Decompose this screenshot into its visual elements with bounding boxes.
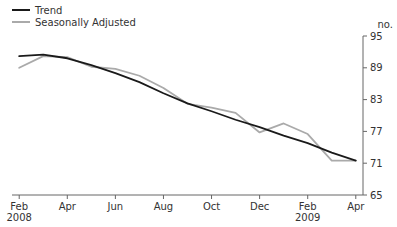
x-tick-label: Apr	[347, 201, 365, 212]
chart: 657177838995no.Feb2008AprJunAugOctDecFeb…	[0, 0, 397, 227]
y-tick-label: 83	[370, 94, 383, 105]
y-tick-label: 95	[370, 31, 383, 42]
x-tick-label-line: Apr	[347, 201, 365, 212]
x-axis-line	[12, 195, 363, 196]
x-tick	[163, 195, 164, 199]
x-tick-label: Feb2009	[295, 201, 320, 223]
x-tick	[259, 195, 260, 199]
y-tick-label: 71	[370, 158, 383, 169]
legend-swatch	[12, 9, 30, 11]
x-tick	[115, 195, 116, 199]
x-tick-label-line: Aug	[154, 201, 174, 212]
y-tick	[363, 99, 367, 100]
y-tick	[363, 131, 367, 132]
x-tick-label: Oct	[203, 201, 220, 212]
x-tick	[211, 195, 212, 199]
legend-label: Seasonally Adjusted	[35, 17, 136, 28]
y-tick	[363, 163, 367, 164]
x-tick-label-line: Oct	[203, 201, 220, 212]
legend-label: Trend	[34, 5, 62, 16]
y-tick	[363, 67, 367, 68]
x-tick-label-line: Dec	[250, 201, 269, 212]
x-tick-label: Dec	[250, 201, 269, 212]
y-tick-label: 65	[370, 190, 383, 201]
x-tick-label-line: Feb	[299, 201, 317, 212]
x-tick-label-line: 2009	[295, 212, 320, 223]
x-tick-label: Feb2008	[6, 201, 31, 223]
y-tick	[363, 195, 367, 196]
y-tick-label: 77	[370, 126, 383, 137]
x-tick-label-line: Jun	[107, 201, 124, 212]
legend: TrendSeasonally Adjusted	[12, 5, 136, 28]
y-axis-line	[363, 36, 364, 195]
x-tick-label-line: Feb	[10, 201, 28, 212]
x-tick-label: Apr	[59, 201, 77, 212]
series-line	[19, 56, 356, 160]
y-tick-label: 89	[370, 62, 383, 73]
x-tick	[307, 195, 308, 199]
x-tick-label: Aug	[154, 201, 174, 212]
x-tick-label-line: 2008	[6, 212, 31, 223]
x-tick	[19, 195, 20, 199]
plot-area	[19, 55, 356, 161]
x-tick	[67, 195, 68, 199]
y-tick	[363, 36, 367, 37]
x-tick	[355, 195, 356, 199]
y-axis-label: no.	[378, 19, 393, 30]
x-tick-label-line: Apr	[59, 201, 77, 212]
x-tick-label: Jun	[107, 201, 124, 212]
legend-swatch	[12, 21, 30, 23]
series-line	[19, 55, 356, 161]
